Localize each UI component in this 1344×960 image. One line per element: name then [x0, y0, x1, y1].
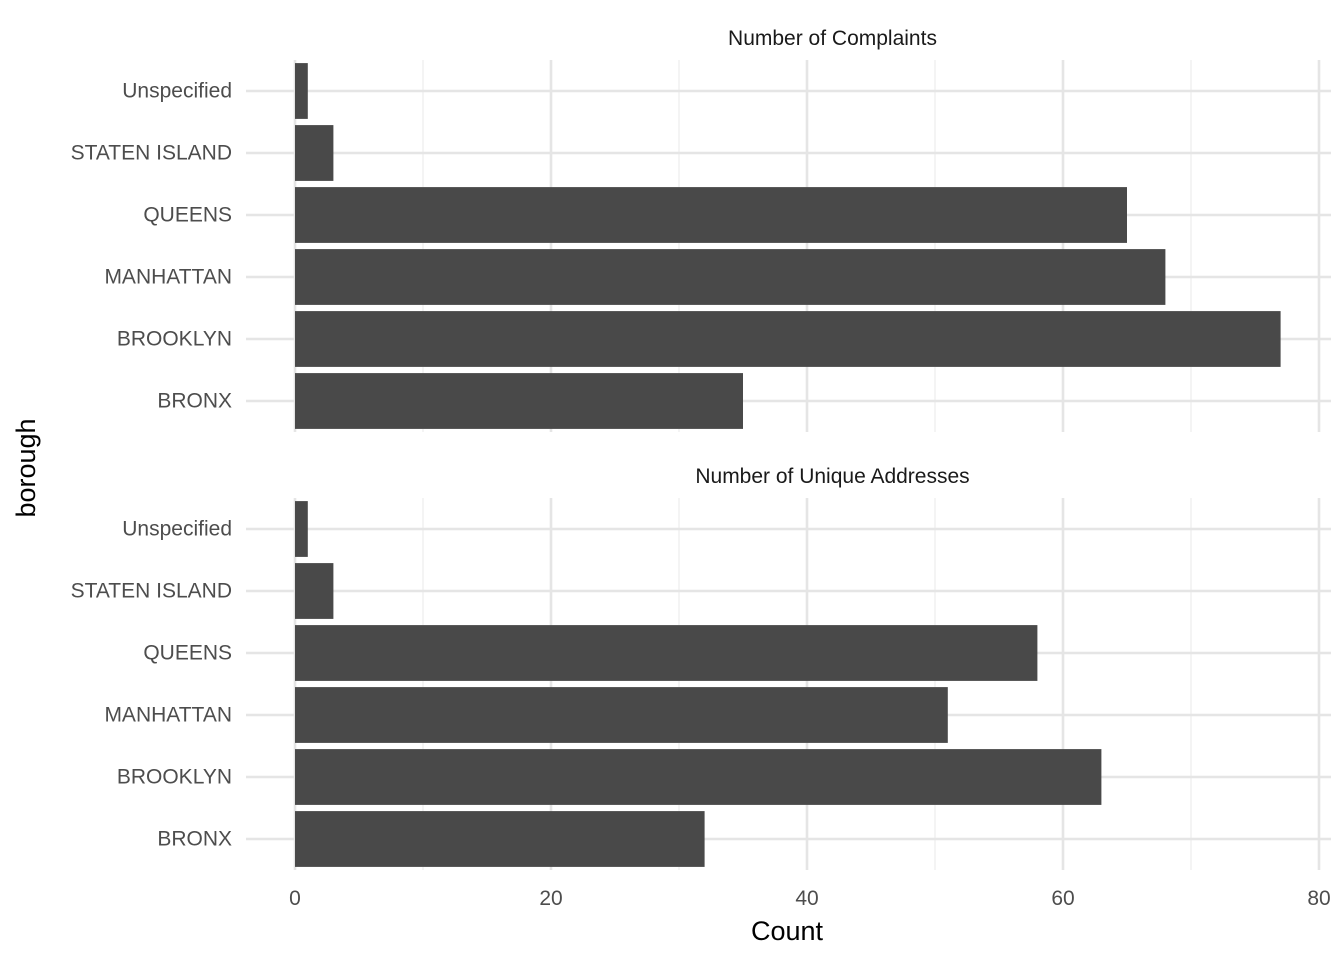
bar	[295, 811, 705, 867]
bar	[295, 125, 334, 181]
x-axis: 0 20 40 60 80	[289, 887, 1331, 910]
facet-panel-1: Unspecified STATEN ISLAND QUEENS MANHATTAN B…	[71, 27, 1331, 432]
y-tick-label: QUEENS	[143, 642, 232, 665]
y-tick-label: STATEN ISLAND	[71, 142, 232, 165]
x-tick-label: 0	[289, 887, 301, 910]
y-tick-label: MANHATTAN	[104, 266, 232, 289]
x-axis-title: Count	[751, 916, 824, 946]
bar	[295, 687, 948, 743]
x-tick-label: 20	[539, 887, 562, 910]
bar	[295, 187, 1127, 243]
bar	[295, 501, 308, 557]
x-tick-label: 60	[1051, 887, 1074, 910]
x-tick-label: 80	[1307, 887, 1330, 910]
bar	[295, 625, 1038, 681]
y-tick-label: BROOKLYN	[117, 328, 232, 351]
y-tick-label: BRONX	[157, 828, 232, 851]
facet-panel-2: Unspecified STATEN ISLAND QUEENS MANHATTAN B…	[71, 465, 1331, 870]
y-tick-label: QUEENS	[143, 204, 232, 227]
bar	[295, 749, 1102, 805]
y-axis-title: borough	[11, 418, 41, 517]
y-tick-label: BROOKLYN	[117, 766, 232, 789]
bar	[295, 311, 1281, 367]
bar	[295, 373, 743, 429]
bar	[295, 563, 334, 619]
facet-title: Number of Complaints	[728, 27, 937, 50]
facet-title: Number of Unique Addresses	[695, 465, 969, 488]
y-tick-label: Unspecified	[122, 518, 232, 541]
y-tick-label: MANHATTAN	[104, 704, 232, 727]
x-tick-label: 40	[795, 887, 818, 910]
bar	[295, 249, 1166, 305]
y-tick-label: BRONX	[157, 390, 232, 413]
y-tick-label: STATEN ISLAND	[71, 580, 232, 603]
bar	[295, 63, 308, 119]
y-tick-label: Unspecified	[122, 80, 232, 103]
